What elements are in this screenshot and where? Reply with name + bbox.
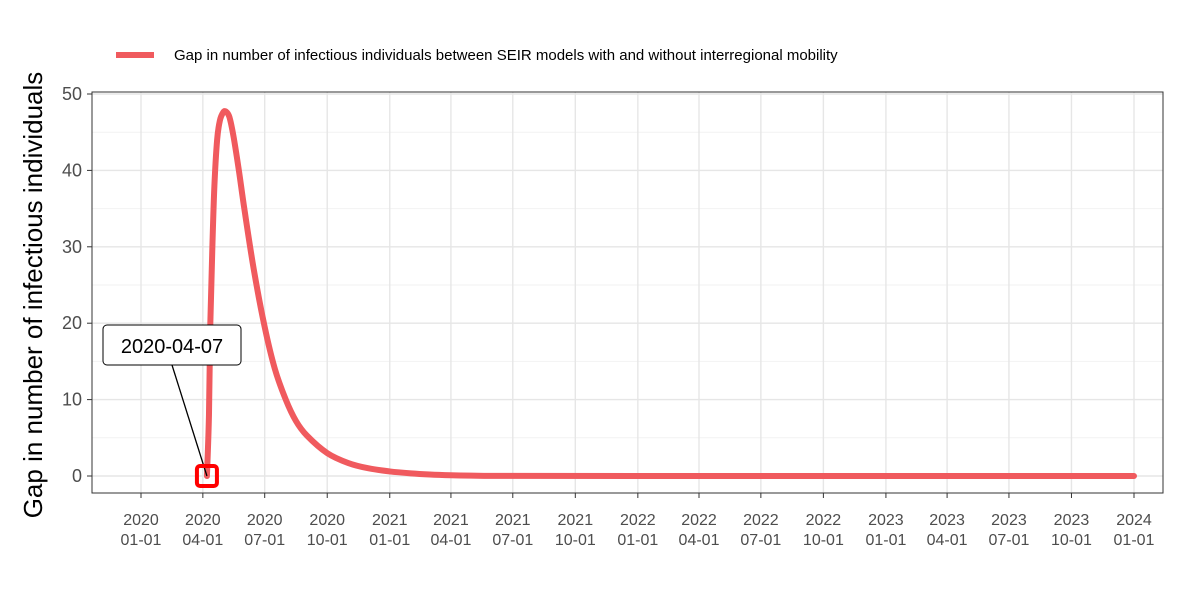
x-tick-label-year: 2021 <box>558 512 594 529</box>
x-axis: 2020 01-01 2020 04-01 2020 07-01 2020 10-01 2021… <box>121 493 1155 549</box>
x-tick-label-year: 2024 <box>1116 512 1152 529</box>
x-tick-label-year: 2021 <box>372 512 408 529</box>
x-tick-label-monthday: 04-01 <box>679 532 720 549</box>
series-line <box>203 108 1137 480</box>
x-tick-label-monthday: 10-01 <box>803 532 844 549</box>
y-axis-title: Gap in number of infectious individuals <box>18 72 48 519</box>
legend: Gap in number of infectious individuals … <box>116 47 838 64</box>
x-tick-label-monthday: 10-01 <box>307 532 348 549</box>
x-tick-label-year: 2020 <box>123 512 159 529</box>
x-tick-label-monthday: 04-01 <box>430 532 471 549</box>
x-tick-label-year: 2022 <box>620 512 656 529</box>
x-tick-label-monthday: 01-01 <box>617 532 658 549</box>
y-axis: 0 10 20 30 40 50 <box>62 84 92 486</box>
x-tick-label-monthday: 01-01 <box>865 532 906 549</box>
x-tick-label-monthday: 07-01 <box>492 532 533 549</box>
x-tick-label-monthday: 01-01 <box>369 532 410 549</box>
annotation-marker <box>194 464 219 488</box>
x-tick-label-year: 2020 <box>185 512 221 529</box>
x-tick-label-year: 2022 <box>681 512 717 529</box>
x-tick-label-monthday: 07-01 <box>244 532 285 549</box>
x-tick-label-year: 2023 <box>1054 512 1090 529</box>
x-tick-label-year: 2023 <box>991 512 1027 529</box>
plot-panel <box>91 91 1164 494</box>
legend-label: Gap in number of infectious individuals … <box>174 47 838 64</box>
x-tick-label-monthday: 10-01 <box>1051 532 1092 549</box>
panel-border <box>91 91 1164 494</box>
x-tick-label-monthday: 10-01 <box>555 532 596 549</box>
y-tick-label: 20 <box>62 313 82 333</box>
y-tick-label: 30 <box>62 237 82 257</box>
x-tick-label-monthday: 01-01 <box>1114 532 1155 549</box>
x-tick-label-year: 2023 <box>929 512 965 529</box>
annotation: 2020-04-07 <box>102 324 242 488</box>
annotation-label: 2020-04-07 <box>121 336 223 358</box>
x-tick-label-monthday: 07-01 <box>740 532 781 549</box>
x-tick-label-monthday: 07-01 <box>988 532 1029 549</box>
y-tick-label: 10 <box>62 390 82 410</box>
x-tick-label-year: 2020 <box>247 512 283 529</box>
x-tick-label-year: 2021 <box>433 512 469 529</box>
y-tick-label: 40 <box>62 160 82 180</box>
y-tick-label: 50 <box>62 84 82 104</box>
x-tick-label-monthday: 01-01 <box>121 532 162 549</box>
annotation-label-box <box>102 324 242 366</box>
x-tick-label-year: 2021 <box>495 512 531 529</box>
grid-major-x <box>140 92 1135 493</box>
x-tick-label-year: 2022 <box>806 512 842 529</box>
x-tick-label-year: 2020 <box>309 512 345 529</box>
x-tick-label-monthday: 04-01 <box>182 532 223 549</box>
x-tick-label-year: 2022 <box>743 512 779 529</box>
x-tick-label-monthday: 04-01 <box>927 532 968 549</box>
annotation-leader-line <box>171 364 208 477</box>
y-tick-label: 0 <box>72 466 82 486</box>
x-tick-label-year: 2023 <box>868 512 904 529</box>
